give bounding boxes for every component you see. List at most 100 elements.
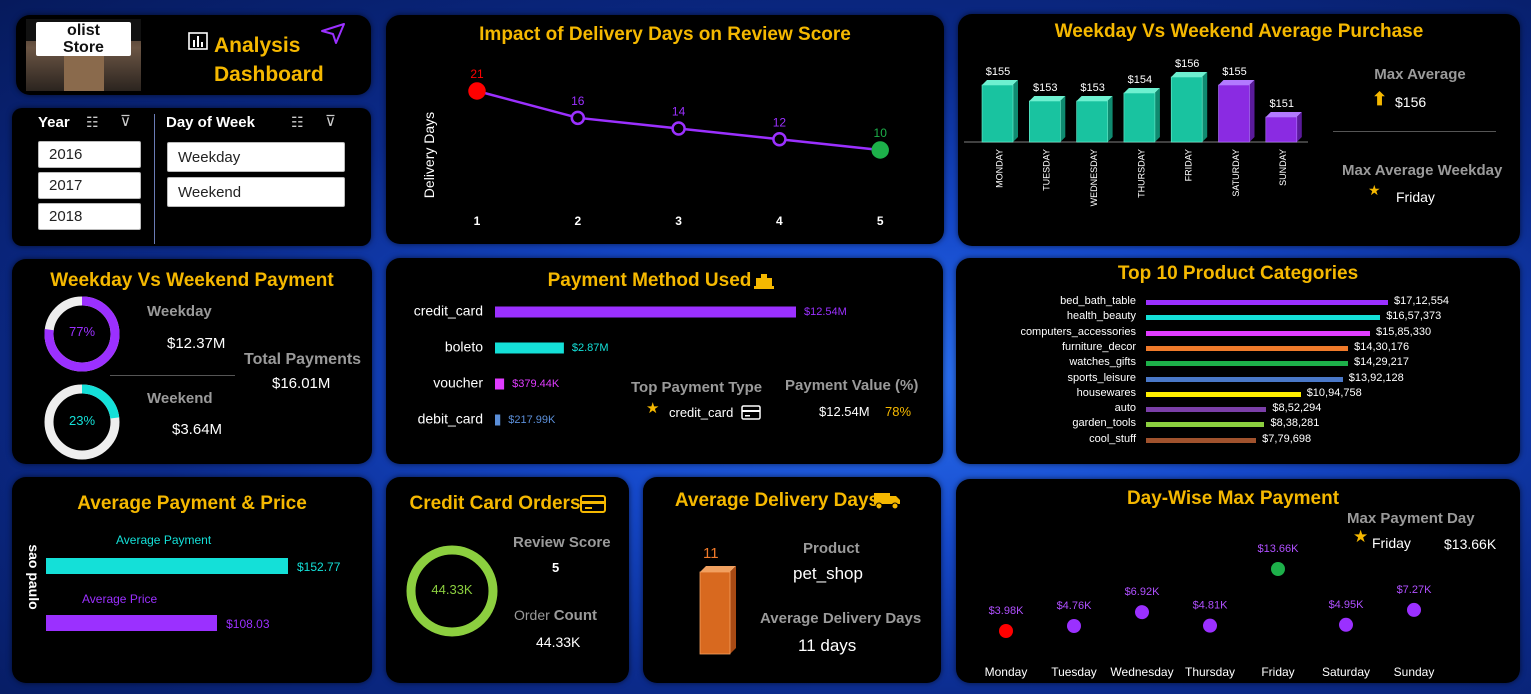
orders-donut-value: 44.33K (431, 582, 473, 597)
data-point (1067, 619, 1081, 634)
top-categories-panel: Top 10 Product Categories bed_bath_table… (956, 258, 1520, 464)
multi-select-icon[interactable]: ☷ (291, 114, 304, 130)
olist-logo: olist Store (26, 19, 141, 91)
series-line (476, 89, 881, 152)
bar-value-label: $16,57,373 (1386, 310, 1442, 323)
year-2018[interactable]: 2018 (38, 203, 141, 230)
payment-method-title: Payment Method Used (547, 270, 752, 291)
x-tick-label: Sunday (1394, 665, 1435, 679)
category-label: furniture_decor (1062, 340, 1136, 353)
donut-segment (44, 384, 120, 460)
payment-card-icon (754, 274, 774, 289)
bar (1146, 361, 1348, 367)
bar-value-label: $10,94,758 (1306, 386, 1362, 399)
data-label: 16 (571, 94, 585, 108)
clear-filter-icon[interactable]: ⊽ (325, 113, 336, 130)
avg-delivery-label: Average Delivery Days (760, 610, 922, 627)
x-tick-label: 4 (776, 214, 783, 228)
bar-value-label: $217.99K (508, 414, 556, 426)
bar (1218, 84, 1250, 143)
payment-method-panel: Payment Method Used credit_card $12.54M bo… (386, 258, 943, 464)
bar-value-label: $14,30,176 (1354, 340, 1410, 353)
data-point (570, 110, 586, 126)
max-weekday-label: Max Average Weekday (1342, 162, 1503, 179)
avg-delivery-value: 11 days (798, 636, 857, 655)
credit-card-orders-title: Credit Card Orders (409, 493, 581, 514)
bar-value-label: $156 (1175, 58, 1199, 70)
bar-value-label: $7,79,698 (1262, 432, 1312, 445)
weekend-payment-label: Weekend (147, 390, 213, 407)
payment-method-chart: credit_card $12.54M boleto $2.87M voucher $37… (414, 303, 847, 427)
total-payments-label: Total Payments (244, 351, 362, 368)
total-payments-value: $16.01M (272, 375, 331, 392)
max-weekday-value: Friday (1396, 189, 1435, 205)
delivery-review-panel: Impact of Delivery Days on Review Score … (386, 15, 944, 244)
category-label: debit_card (418, 411, 483, 427)
payment-value: $12.54M (819, 404, 870, 419)
max-payment-day-amount: $13.66K (1444, 536, 1497, 552)
series-label: Average Price (82, 592, 158, 606)
data-point (1339, 617, 1353, 632)
bar (1146, 300, 1388, 305)
x-tick-label: Friday (1261, 665, 1294, 679)
x-tick-label: TUESDAY (1042, 149, 1052, 191)
bar (1146, 422, 1265, 428)
data-label: $4.95K (1329, 599, 1365, 611)
data-point (671, 121, 686, 136)
daywise-max-chart: $3.98K Monday $4.76K Tuesday $6.92K Wednesday… (985, 543, 1435, 679)
bar-value-label: $14,29,217 (1353, 356, 1410, 369)
dow-weekday[interactable]: Weekday (167, 142, 345, 172)
ww-payment-title: Weekday Vs Weekend Payment (50, 270, 334, 291)
category-label: voucher (433, 375, 483, 391)
x-tick-label: Wednesday (1110, 665, 1173, 679)
x-tick-label: THURSDAY (1136, 149, 1146, 198)
dashboard-title: Analysis Dashboard (214, 34, 324, 86)
order-count-value: 44.33K (536, 634, 581, 650)
bar (495, 306, 796, 318)
bar-top (1218, 80, 1255, 85)
navigate-icon[interactable] (319, 21, 347, 45)
data-label: 12 (773, 115, 787, 129)
logo-line1: olist (67, 22, 100, 39)
x-tick-label: SUNDAY (1278, 149, 1288, 186)
title-panel: olist Store Analysis Dashboard (16, 15, 371, 95)
data-point (1407, 602, 1421, 617)
clear-filter-icon[interactable]: ⊽ (120, 113, 131, 130)
bar (1170, 76, 1203, 143)
up-arrow-icon: ⬆ (1372, 89, 1388, 109)
credit-card-icon (741, 405, 761, 420)
daywise-max-title: Day-Wise Max Payment (1126, 488, 1340, 509)
bar-top (1123, 88, 1160, 93)
bar-top (1029, 96, 1066, 101)
bar-top (1265, 112, 1302, 117)
category-label: housewares (1076, 386, 1136, 399)
category-label: boleto (445, 339, 483, 355)
category-label: health_beauty (1066, 310, 1136, 323)
x-tick-label: Tuesday (1051, 665, 1097, 679)
order-count-label: Order Count (514, 607, 598, 624)
bar-value-label: $379.44K (512, 378, 560, 390)
bar-top (982, 80, 1018, 85)
weekend-donut (44, 384, 120, 460)
bar-value-label: $154 (1128, 74, 1152, 86)
bar-value-label: $2.87M (572, 342, 609, 354)
bar-side (1249, 80, 1255, 142)
payment-value-label: Payment Value (%) (785, 377, 919, 394)
category-label: sports_leisure (1067, 371, 1136, 384)
top-categories-title: Top 10 Product Categories (1117, 263, 1359, 284)
multi-select-icon[interactable]: ☷ (86, 114, 99, 130)
weekday-payment-value: $12.37M (167, 335, 226, 352)
delivery-bar (699, 566, 736, 655)
data-label: $4.81K (1193, 600, 1229, 612)
dow-weekend[interactable]: Weekend (167, 177, 345, 207)
bar (1029, 100, 1061, 143)
bar-value-label: $12.54M (804, 306, 847, 318)
top-payment-type-value: credit_card (669, 405, 734, 420)
year-2017[interactable]: 2017 (38, 172, 141, 199)
orders-donut (406, 545, 498, 637)
year-2016[interactable]: 2016 (38, 141, 141, 168)
star-icon: ★ (646, 400, 660, 417)
product-label: Product (803, 540, 860, 557)
delivery-bar-value: 11 (703, 545, 719, 562)
credit-card-icon (580, 495, 606, 513)
